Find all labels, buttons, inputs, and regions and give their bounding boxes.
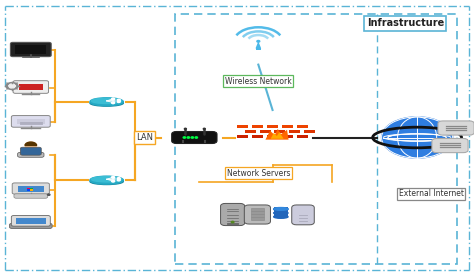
Circle shape	[6, 82, 18, 89]
Ellipse shape	[91, 98, 122, 103]
Ellipse shape	[273, 208, 288, 211]
FancyBboxPatch shape	[267, 135, 278, 139]
Circle shape	[25, 142, 36, 149]
Text: External Internet: External Internet	[399, 189, 464, 198]
Circle shape	[117, 179, 120, 181]
FancyBboxPatch shape	[172, 131, 217, 144]
FancyBboxPatch shape	[237, 125, 248, 128]
FancyBboxPatch shape	[20, 147, 41, 155]
Ellipse shape	[273, 215, 288, 218]
FancyBboxPatch shape	[256, 48, 261, 50]
Ellipse shape	[90, 98, 123, 106]
Circle shape	[183, 137, 186, 138]
FancyBboxPatch shape	[30, 189, 33, 191]
FancyBboxPatch shape	[251, 217, 264, 220]
Circle shape	[117, 101, 120, 103]
Circle shape	[195, 137, 198, 138]
Circle shape	[231, 221, 234, 223]
FancyBboxPatch shape	[432, 139, 468, 153]
FancyBboxPatch shape	[18, 186, 44, 191]
FancyBboxPatch shape	[228, 222, 238, 224]
FancyBboxPatch shape	[14, 194, 48, 198]
FancyBboxPatch shape	[289, 130, 300, 133]
Circle shape	[184, 128, 186, 130]
FancyBboxPatch shape	[220, 204, 245, 226]
FancyBboxPatch shape	[12, 183, 49, 194]
FancyBboxPatch shape	[297, 125, 308, 128]
FancyBboxPatch shape	[297, 135, 308, 139]
Circle shape	[203, 128, 205, 130]
FancyBboxPatch shape	[9, 223, 52, 229]
FancyBboxPatch shape	[16, 45, 46, 54]
Ellipse shape	[273, 208, 288, 210]
FancyBboxPatch shape	[245, 130, 256, 133]
FancyBboxPatch shape	[13, 81, 48, 93]
FancyBboxPatch shape	[244, 205, 271, 224]
FancyBboxPatch shape	[251, 214, 264, 217]
Polygon shape	[271, 132, 283, 139]
FancyBboxPatch shape	[273, 207, 288, 218]
Circle shape	[257, 40, 260, 42]
Ellipse shape	[90, 176, 123, 184]
FancyBboxPatch shape	[251, 211, 264, 214]
Text: LAN: LAN	[136, 133, 153, 142]
FancyBboxPatch shape	[251, 208, 264, 211]
Ellipse shape	[90, 178, 123, 185]
Circle shape	[382, 117, 453, 158]
FancyBboxPatch shape	[252, 135, 263, 139]
Circle shape	[191, 137, 193, 138]
FancyBboxPatch shape	[292, 205, 314, 225]
FancyBboxPatch shape	[19, 84, 43, 90]
FancyBboxPatch shape	[252, 125, 263, 128]
Text: Network Servers: Network Servers	[227, 169, 290, 178]
Circle shape	[117, 178, 120, 179]
Polygon shape	[441, 132, 452, 134]
Circle shape	[111, 98, 115, 100]
Polygon shape	[265, 129, 289, 140]
FancyBboxPatch shape	[11, 216, 50, 226]
FancyBboxPatch shape	[267, 125, 278, 128]
FancyBboxPatch shape	[17, 119, 45, 124]
Wedge shape	[25, 142, 36, 145]
FancyBboxPatch shape	[260, 130, 271, 133]
FancyBboxPatch shape	[16, 218, 46, 224]
FancyBboxPatch shape	[237, 135, 248, 139]
FancyBboxPatch shape	[274, 130, 285, 133]
FancyBboxPatch shape	[438, 121, 474, 135]
Circle shape	[111, 102, 115, 104]
Circle shape	[187, 137, 190, 138]
FancyBboxPatch shape	[30, 188, 33, 189]
Polygon shape	[25, 149, 37, 153]
FancyBboxPatch shape	[18, 152, 44, 157]
FancyBboxPatch shape	[11, 116, 50, 127]
Ellipse shape	[91, 177, 122, 182]
Ellipse shape	[90, 100, 123, 106]
FancyBboxPatch shape	[304, 130, 315, 133]
FancyBboxPatch shape	[282, 135, 293, 139]
Text: Wireless Network: Wireless Network	[225, 77, 292, 86]
Circle shape	[117, 99, 120, 101]
FancyBboxPatch shape	[27, 188, 29, 189]
FancyBboxPatch shape	[27, 189, 29, 191]
FancyBboxPatch shape	[282, 125, 293, 128]
Circle shape	[111, 177, 115, 178]
Text: Infrastructure: Infrastructure	[367, 18, 444, 28]
FancyBboxPatch shape	[10, 42, 51, 57]
Ellipse shape	[273, 211, 288, 214]
Circle shape	[111, 180, 115, 182]
Polygon shape	[435, 141, 446, 148]
Circle shape	[47, 194, 50, 196]
Polygon shape	[255, 41, 261, 48]
Circle shape	[9, 84, 16, 88]
